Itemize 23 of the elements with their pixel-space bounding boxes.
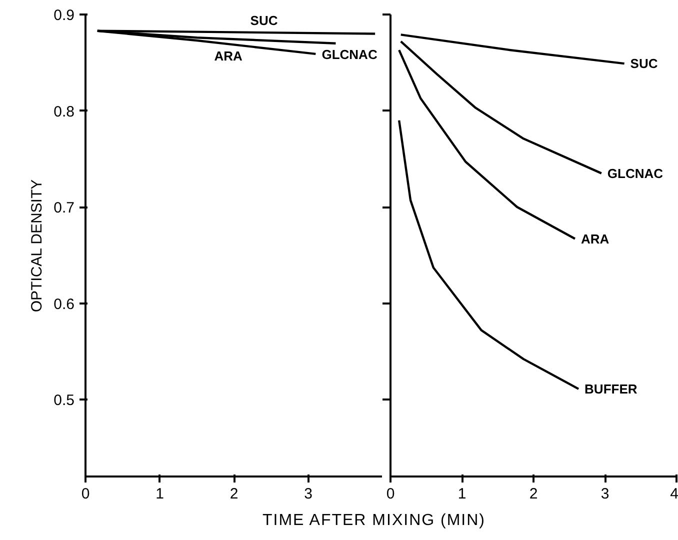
y-tick-label: 0.8 — [54, 103, 75, 120]
x-tick-label: 0 — [81, 486, 90, 502]
series-label: ARA — [580, 231, 610, 246]
x-tick-label: 2 — [230, 486, 238, 502]
x-tick-label: 1 — [458, 486, 466, 502]
x-tick-label: 4 — [670, 486, 678, 502]
x-axis-title: TIME AFTER MIXING (MIN) — [262, 511, 486, 531]
y-tick-label: 0.7 — [54, 200, 75, 216]
y-tick-label: 0.9 — [54, 7, 75, 24]
x-tick-label: 1 — [156, 486, 164, 502]
series-label: ARA — [214, 48, 244, 64]
series-label: SUC — [250, 13, 278, 28]
series-label: GLCNAC — [322, 46, 378, 62]
x-tick-label: 0 — [386, 486, 395, 502]
x-tick-label: 3 — [600, 486, 610, 502]
series-label: SUC — [630, 56, 658, 72]
x-tick-label: 3 — [304, 486, 312, 502]
y-tick-label: 0.5 — [54, 392, 75, 409]
series-label: BUFFER — [584, 381, 638, 396]
y-tick-label: 0.6 — [54, 296, 75, 313]
y-axis-title: OPTICAL DENSITY — [28, 179, 46, 312]
series-label: GLCNAC — [607, 166, 664, 181]
x-tick-label: 2 — [529, 486, 538, 502]
